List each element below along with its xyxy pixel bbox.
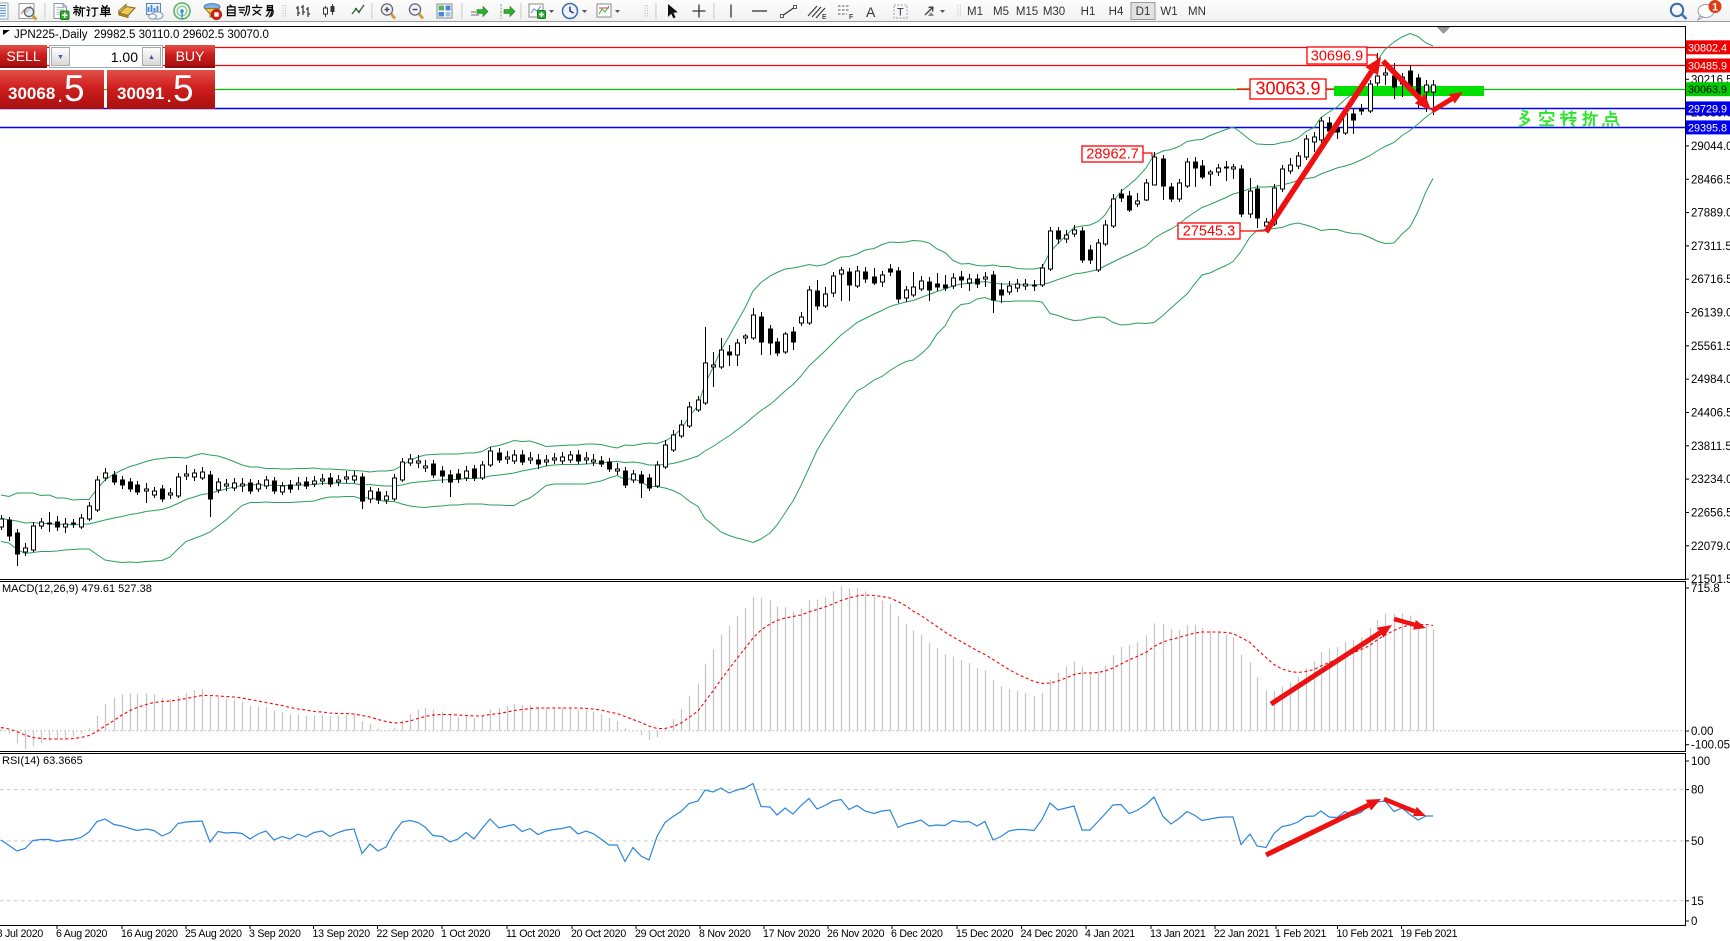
svg-text:11 Oct 2020: 11 Oct 2020: [506, 928, 561, 940]
svg-text:8 Nov 2020: 8 Nov 2020: [699, 928, 751, 940]
svg-text:26716.5: 26716.5: [1691, 274, 1730, 286]
svg-text:29729.9: 29729.9: [1688, 103, 1727, 115]
svg-text:15 Dec 2020: 15 Dec 2020: [956, 928, 1014, 940]
svg-text:16 Aug 2020: 16 Aug 2020: [121, 928, 178, 940]
svg-text:23811.5: 23811.5: [1691, 441, 1730, 453]
svg-text:30063.9: 30063.9: [1688, 84, 1727, 96]
svg-text:1: 1: [1712, 2, 1718, 14]
svg-text:T: T: [897, 7, 904, 19]
svg-text:-100.05: -100.05: [1691, 740, 1730, 752]
svg-text:20 Oct 2020: 20 Oct 2020: [571, 928, 626, 940]
svg-text:30063.9: 30063.9: [1255, 79, 1320, 99]
svg-text:M1: M1: [967, 6, 983, 18]
svg-text:22 Sep 2020: 22 Sep 2020: [377, 928, 435, 940]
svg-text:715.8: 715.8: [1691, 583, 1720, 595]
svg-text:30696.9: 30696.9: [1311, 48, 1363, 64]
svg-text:22 Jan 2021: 22 Jan 2021: [1214, 928, 1270, 940]
svg-text:22079.0: 22079.0: [1691, 541, 1730, 553]
svg-text:F: F: [849, 14, 853, 21]
svg-text:A: A: [866, 4, 876, 20]
svg-text:19 Feb 2021: 19 Feb 2021: [1401, 928, 1458, 940]
svg-text:10 Feb 2021: 10 Feb 2021: [1337, 928, 1394, 940]
svg-text:27545.3: 27545.3: [1183, 223, 1235, 239]
svg-text:H1: H1: [1081, 6, 1096, 18]
svg-text:17 Nov 2020: 17 Nov 2020: [763, 928, 821, 940]
svg-text:22656.5: 22656.5: [1691, 507, 1730, 519]
svg-text:3 Sep 2020: 3 Sep 2020: [249, 928, 301, 940]
svg-text:13 Sep 2020: 13 Sep 2020: [313, 928, 371, 940]
svg-text:MACD(12,26,9) 479.61 527.38: MACD(12,26,9) 479.61 527.38: [2, 583, 152, 595]
svg-text:D1: D1: [1136, 6, 1151, 18]
svg-text:29044.0: 29044.0: [1691, 141, 1730, 153]
svg-text:M15: M15: [1016, 6, 1038, 18]
svg-text:RSI(14) 63.3665: RSI(14) 63.3665: [2, 755, 83, 767]
svg-text:27311.5: 27311.5: [1691, 241, 1730, 253]
svg-text:H4: H4: [1109, 6, 1124, 18]
svg-text:29 Oct 2020: 29 Oct 2020: [635, 928, 690, 940]
svg-text:0.00: 0.00: [1691, 726, 1713, 738]
svg-text:23234.0: 23234.0: [1691, 474, 1730, 486]
svg-text:30802.4: 30802.4: [1688, 42, 1727, 54]
svg-text:24984.0: 24984.0: [1691, 374, 1730, 386]
svg-text:26139.0: 26139.0: [1691, 308, 1730, 320]
svg-text:6 Dec 2020: 6 Dec 2020: [891, 928, 943, 940]
svg-text:25 Aug 2020: 25 Aug 2020: [185, 928, 242, 940]
svg-text:4 Jan 2021: 4 Jan 2021: [1085, 928, 1135, 940]
svg-text:JPN225-,Daily 29982.5 30110.0: JPN225-,Daily 29982.5 30110.0 29602.5 30…: [14, 29, 269, 41]
svg-text:100: 100: [1691, 756, 1710, 768]
svg-text:27889.0: 27889.0: [1691, 208, 1730, 220]
svg-text:25561.5: 25561.5: [1691, 341, 1730, 353]
svg-text:MN: MN: [1188, 6, 1206, 18]
svg-text:E: E: [822, 14, 827, 21]
svg-text:21501.5: 21501.5: [1691, 574, 1730, 586]
svg-text:29395.8: 29395.8: [1688, 122, 1727, 134]
svg-text:50: 50: [1691, 836, 1704, 848]
svg-text:0: 0: [1691, 916, 1697, 928]
svg-text:1 Feb 2021: 1 Feb 2021: [1275, 928, 1326, 940]
svg-text:6 Aug 2020: 6 Aug 2020: [56, 928, 107, 940]
svg-text:28962.7: 28962.7: [1086, 146, 1138, 162]
svg-text:W1: W1: [1160, 6, 1177, 18]
svg-text:28466.5: 28466.5: [1691, 174, 1730, 186]
svg-text:30485.9: 30485.9: [1688, 61, 1727, 73]
svg-text:28 Jul 2020: 28 Jul 2020: [0, 928, 43, 940]
svg-text:M30: M30: [1043, 6, 1065, 18]
svg-text:80: 80: [1691, 785, 1704, 797]
svg-text:15: 15: [1691, 896, 1704, 908]
svg-text:24406.5: 24406.5: [1691, 408, 1730, 420]
svg-text:1 Oct 2020: 1 Oct 2020: [441, 928, 491, 940]
svg-text:26 Nov 2020: 26 Nov 2020: [827, 928, 885, 940]
svg-text:13 Jan 2021: 13 Jan 2021: [1150, 928, 1206, 940]
svg-text:24 Dec 2020: 24 Dec 2020: [1021, 928, 1079, 940]
svg-text:M5: M5: [993, 6, 1009, 18]
